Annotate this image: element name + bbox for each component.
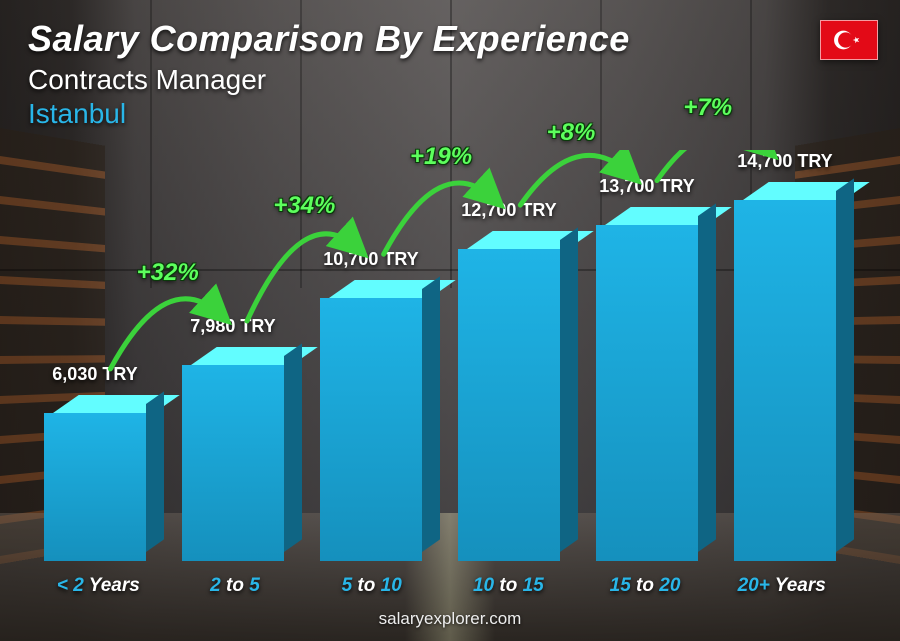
x-axis-labels: < 2 Years2 to 55 to 1010 to 1515 to 2020… (30, 575, 850, 597)
x-label-2: 5 to 10 (303, 575, 440, 597)
bar-3: 12,700 TRY (444, 150, 574, 561)
bar-value-label: 14,700 TRY (737, 151, 832, 172)
bar-shape (596, 207, 697, 561)
bar-value-label: 13,700 TRY (599, 176, 694, 197)
bar-shape (44, 395, 145, 561)
bar-shape (182, 347, 283, 561)
bar-chart: 6,030 TRY 7,980 TRY 10,700 TRY 12,700 TRY 13… (30, 150, 850, 561)
turkey-flag-icon (820, 20, 878, 60)
bar-5: 14,700 TRY (720, 150, 850, 561)
bar-0: 6,030 TRY (30, 150, 160, 561)
bar-value-label: 7,980 TRY (190, 316, 275, 337)
bar-value-label: 6,030 TRY (52, 364, 137, 385)
bar-shape (458, 231, 559, 561)
bar-value-label: 10,700 TRY (323, 249, 418, 270)
x-label-0: < 2 Years (30, 575, 167, 597)
chart-subtitle: Contracts Manager (28, 64, 810, 96)
chart-title: Salary Comparison By Experience (28, 18, 810, 60)
x-label-3: 10 to 15 (440, 575, 577, 597)
x-label-4: 15 to 20 (577, 575, 714, 597)
bar-4: 13,700 TRY (582, 150, 712, 561)
header: Salary Comparison By Experience Contract… (28, 18, 810, 130)
bar-value-label: 12,700 TRY (461, 200, 556, 221)
bar-shape (734, 182, 835, 561)
chart-location: Istanbul (28, 98, 810, 130)
x-label-5: 20+ Years (713, 575, 850, 597)
bar-2: 10,700 TRY (306, 150, 436, 561)
bar-shape (320, 280, 421, 561)
bar-1: 7,980 TRY (168, 150, 298, 561)
footer-attribution: salaryexplorer.com (0, 609, 900, 629)
x-label-1: 2 to 5 (167, 575, 304, 597)
